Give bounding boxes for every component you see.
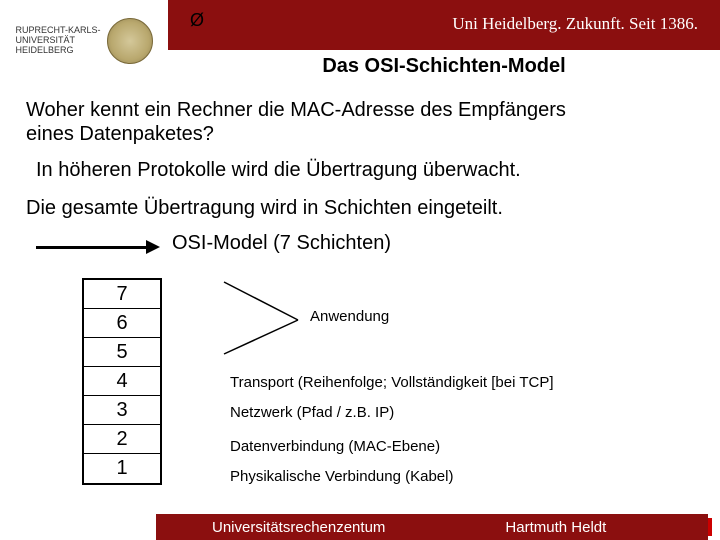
logo-line1: RUPRECHT-KARLS- bbox=[15, 25, 100, 35]
layer-3: 3 bbox=[84, 396, 160, 425]
statement-2: In höheren Protokolle wird die Übertragu… bbox=[36, 158, 676, 182]
brace-icon bbox=[220, 278, 310, 358]
bullet-icon: Ø bbox=[190, 10, 204, 31]
arrow-line bbox=[36, 246, 146, 249]
footer-tick-icon bbox=[708, 518, 712, 536]
layer-2: 2 bbox=[84, 425, 160, 454]
layer-5: 5 bbox=[84, 338, 160, 367]
title-strip: Das OSI-Schichten-Model bbox=[168, 50, 720, 82]
slide: RUPRECHT-KARLS- UNIVERSITÄT HEIDELBERG Ø… bbox=[0, 0, 720, 540]
question-1: Woher kennt ein Rechner die MAC-Adresse … bbox=[26, 98, 586, 146]
statement-3: Die gesamte Übertragung wird in Schichte… bbox=[26, 196, 666, 220]
osi-layer-table: 7 6 5 4 3 2 1 bbox=[82, 278, 162, 485]
arrow-head bbox=[146, 240, 160, 254]
footer-org: Universitätsrechenzentum bbox=[212, 519, 385, 536]
footer-band: Universitätsrechenzentum Hartmuth Heldt bbox=[156, 514, 708, 540]
desc-layer-3: Netzwerk (Pfad / z.B. IP) bbox=[230, 404, 394, 421]
osi-model-label: OSI-Model (7 Schichten) bbox=[172, 232, 391, 255]
layer-6: 6 bbox=[84, 309, 160, 338]
desc-layer-2: Datenverbindung (MAC-Ebene) bbox=[230, 438, 440, 455]
header-tagline: Uni Heidelberg. Zukunft. Seit 1386. bbox=[452, 14, 698, 34]
logo-line2: UNIVERSITÄT bbox=[15, 35, 75, 45]
seal-icon bbox=[107, 18, 153, 64]
logo-line3: HEIDELBERG bbox=[15, 45, 73, 55]
layer-1: 1 bbox=[84, 454, 160, 483]
desc-layer-1: Physikalische Verbindung (Kabel) bbox=[230, 468, 453, 485]
footer-author: Hartmuth Heldt bbox=[505, 519, 606, 536]
logo-text: RUPRECHT-KARLS- UNIVERSITÄT HEIDELBERG bbox=[15, 26, 100, 56]
slide-title: Das OSI-Schichten-Model bbox=[322, 55, 565, 78]
desc-layer-4: Transport (Reihenfolge; Vollständigkeit … bbox=[230, 374, 554, 391]
desc-application: Anwendung bbox=[310, 308, 389, 325]
university-logo: RUPRECHT-KARLS- UNIVERSITÄT HEIDELBERG bbox=[0, 0, 168, 82]
layer-4: 4 bbox=[84, 367, 160, 396]
layer-7: 7 bbox=[84, 280, 160, 309]
arrow-icon bbox=[36, 240, 160, 254]
